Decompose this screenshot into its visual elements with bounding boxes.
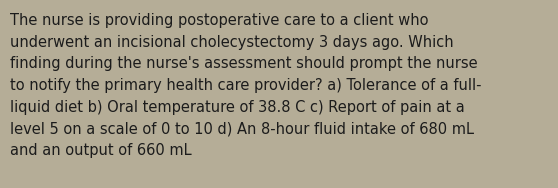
Text: The nurse is providing postoperative care to a client who
underwent an incisiona: The nurse is providing postoperative car…: [10, 13, 482, 158]
